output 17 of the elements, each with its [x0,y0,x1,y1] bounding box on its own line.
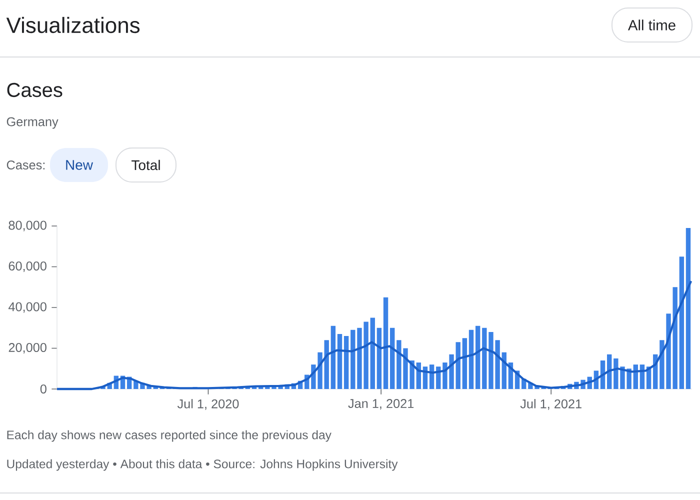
text: Updated yesterday • About this data • Source: Johns Hopkins University [7,459,398,471]
y-tick-label: 60,000 [8,262,46,272]
text: Visualizations [6,16,140,34]
text: Total [132,160,160,170]
x-tick-label: Jan 1, 2021 [348,399,414,410]
y-tick-label: 0 [40,384,46,394]
text: Each day shows new cases reported since the previous day [7,430,332,442]
x-tick-label: Jul 1, 2021 [520,399,582,410]
x-tick-label: Jul 1, 2020 [177,399,239,410]
y-tick-label: 40,000 [8,302,46,313]
y-tick-label: 80,000 [8,220,46,232]
y-tick-label: 20,000 [8,343,46,354]
text: Cases: [6,160,45,170]
text: All time [628,20,676,30]
chart-subtitle: Germany [6,117,58,129]
text: New [66,160,94,170]
chart-title: Cases [7,82,62,98]
